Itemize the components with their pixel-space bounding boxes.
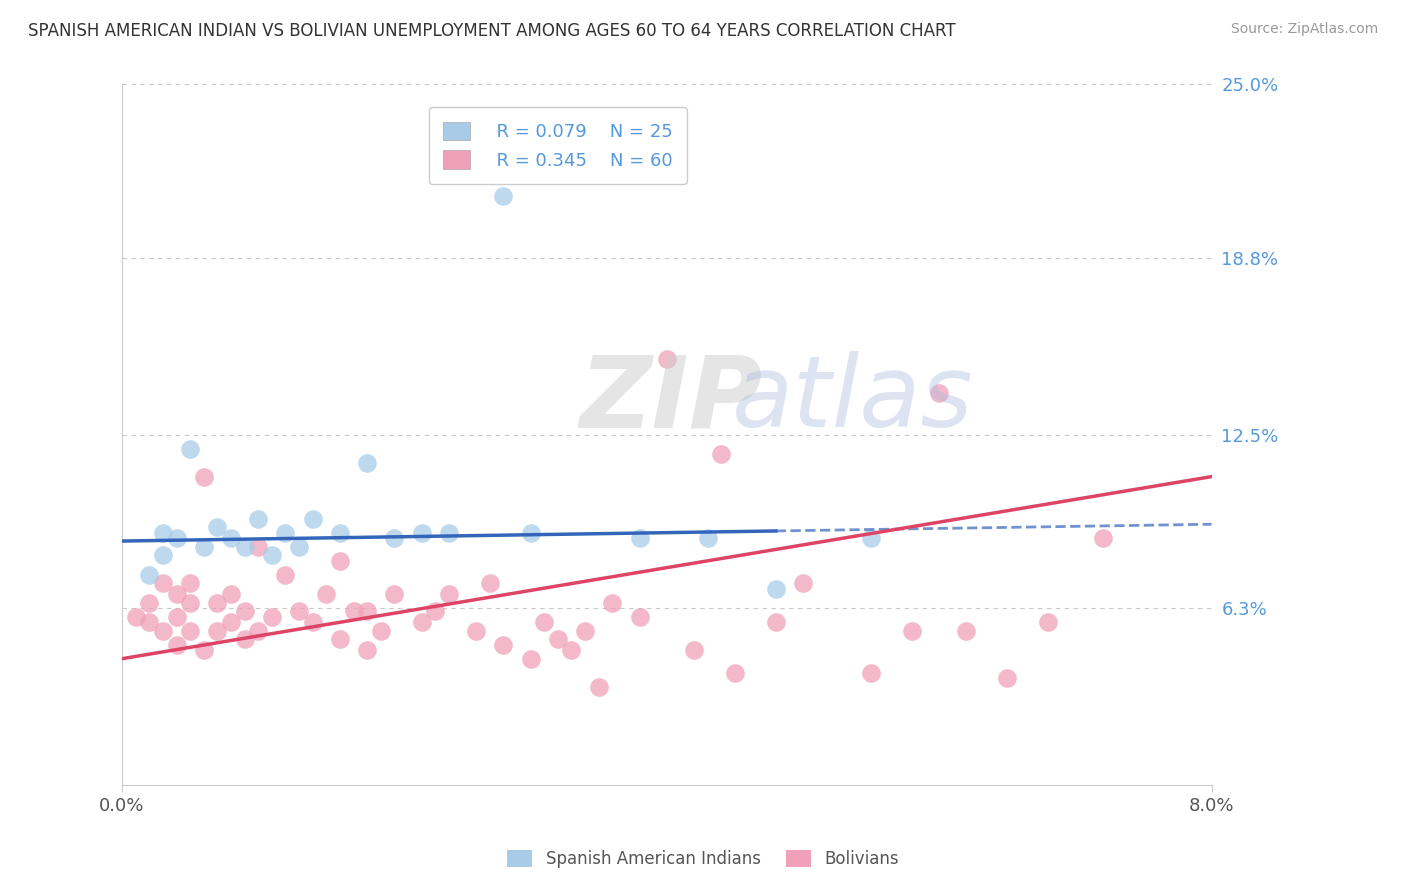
Point [152,624,174,638]
Point [207,596,229,610]
Point [179,596,201,610]
Point [219,531,242,545]
Point [411,615,433,630]
Point [478,576,501,591]
Point [519,525,541,540]
Point [1091,531,1114,545]
Point [207,520,229,534]
Point [710,447,733,461]
Point [193,469,215,483]
Point [696,531,718,545]
Point [356,456,378,470]
Point [260,609,283,624]
Point [329,554,352,568]
Point [233,604,256,618]
Point [356,643,378,657]
Point [193,540,215,554]
Point [301,511,323,525]
Point [193,643,215,657]
Point [288,540,311,554]
Point [465,624,488,638]
Point [247,624,270,638]
Point [260,548,283,562]
Point [384,531,406,545]
Point [765,615,787,630]
Point [547,632,569,646]
Point [492,189,515,203]
Point [179,624,201,638]
Point [995,671,1018,685]
Point [437,587,460,601]
Point [274,525,297,540]
Point [411,525,433,540]
Point [533,615,555,630]
Point [724,665,747,680]
Point [301,615,323,630]
Point [492,638,515,652]
Text: Source: ZipAtlas.com: Source: ZipAtlas.com [1230,22,1378,37]
Point [765,582,787,596]
Point [179,576,201,591]
Point [152,576,174,591]
Point [288,604,311,618]
Point [437,525,460,540]
Point [356,604,378,618]
Point [655,351,678,366]
Point [247,511,270,525]
Point [233,632,256,646]
Point [329,632,352,646]
Text: SPANISH AMERICAN INDIAN VS BOLIVIAN UNEMPLOYMENT AMONG AGES 60 TO 64 YEARS CORRE: SPANISH AMERICAN INDIAN VS BOLIVIAN UNEM… [28,22,956,40]
Point [683,643,706,657]
Legend: Spanish American Indians, Bolivians: Spanish American Indians, Bolivians [501,843,905,875]
Point [166,587,188,601]
Point [792,576,814,591]
Legend:   R = 0.079    N = 25,   R = 0.345    N = 60: R = 0.079 N = 25, R = 0.345 N = 60 [429,107,688,184]
Point [207,624,229,638]
Point [560,643,582,657]
Point [152,525,174,540]
Point [138,567,160,582]
Point [628,609,651,624]
Point [247,540,270,554]
Point [166,531,188,545]
Point [860,665,883,680]
Point [179,442,201,456]
Point [588,680,610,694]
Point [329,525,352,540]
Point [219,587,242,601]
Point [901,624,924,638]
Point [166,638,188,652]
Point [124,609,146,624]
Point [166,609,188,624]
Point [628,531,651,545]
Point [955,624,977,638]
Point [1036,615,1059,630]
Text: ZIP: ZIP [579,351,762,448]
Point [574,624,596,638]
Point [219,615,242,630]
Point [860,531,883,545]
Point [425,604,447,618]
Point [602,596,624,610]
Point [384,587,406,601]
Point [315,587,337,601]
Point [370,624,392,638]
Point [233,540,256,554]
Point [519,651,541,665]
Point [928,385,950,400]
Point [138,615,160,630]
Point [152,548,174,562]
Point [342,604,364,618]
Text: atlas: atlas [733,351,974,448]
Point [274,567,297,582]
Point [138,596,160,610]
